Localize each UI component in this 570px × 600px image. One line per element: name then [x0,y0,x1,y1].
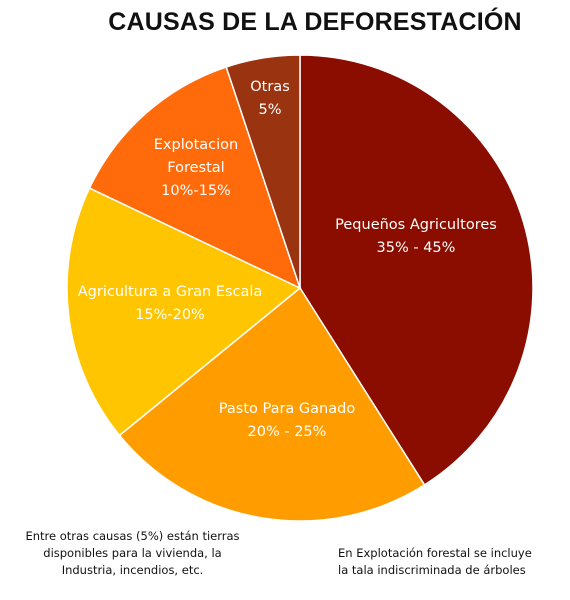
note-forestry-line1: En Explotación forestal se incluye [338,546,532,560]
note-forestry: En Explotación forestal se incluye la ta… [338,545,568,579]
note-forestry-line2: la tala indiscriminada de árboles [338,563,526,577]
pie-slice-5 [225,54,301,289]
slice-label-3: Agricultura a Gran Escala 15%-20% [78,284,263,323]
slice-label-5: Otras 5% [250,79,290,118]
pie-slice-1 [299,54,534,486]
pie-slice-4 [88,66,302,290]
pie-slice-3 [66,187,302,437]
slice-label-1: Pequeños Agricultores 35% - 45% [335,217,497,256]
pie-slice-2 [118,286,426,522]
note-other-causes: Entre otras causas (5%) están tierras di… [25,529,240,577]
slice-label-4: Explotacion Forestal 10%-15% [154,137,238,199]
slice-label-2: Pasto Para Ganado 20% - 25% [219,401,356,440]
chart-title: CAUSAS DE LA DEFORESTACIÓN [108,8,522,36]
